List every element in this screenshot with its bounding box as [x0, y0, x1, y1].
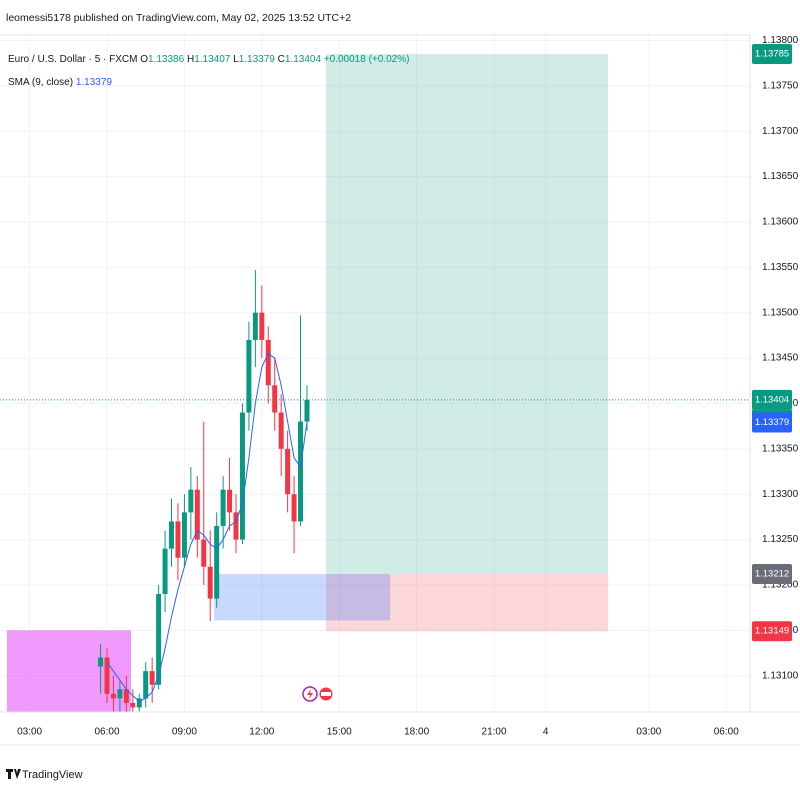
icon	[307, 689, 313, 699]
candle-body	[123, 689, 129, 703]
price-label-bg	[752, 412, 792, 433]
ohlc-value: 1.13379	[239, 54, 276, 65]
y-tick-label: 1.13550	[762, 262, 799, 273]
y-tick-label: 1.13350	[762, 443, 799, 454]
indicator-value: 1.13379	[76, 77, 113, 88]
candle-body	[149, 671, 155, 685]
candle-body	[188, 489, 194, 513]
zone	[214, 574, 391, 621]
header: leomessi5178 published on TradingView.co…	[6, 12, 351, 24]
price-label-bg	[752, 389, 792, 410]
candle-body	[239, 412, 245, 540]
candle-body	[298, 421, 304, 522]
footer: TradingView	[22, 769, 83, 781]
symbol: Euro / U.S. Dollar · 5 · FXCM	[8, 54, 137, 65]
y-tick-label: 1.13250	[762, 534, 799, 545]
price-label-bg	[752, 564, 792, 585]
y-tick-label: 1.13200	[762, 580, 799, 591]
candle-body	[272, 385, 278, 413]
ohlc-label: O	[140, 54, 148, 65]
ohlc-label: H	[187, 54, 194, 65]
plot-area	[0, 35, 750, 712]
candle-body	[246, 339, 252, 413]
candle-body	[143, 671, 149, 699]
candle-body	[220, 489, 226, 526]
price-label: 1.13404	[755, 394, 789, 405]
x-tick-label: 15:00	[327, 727, 352, 738]
y-tick-label: 1.13800	[762, 35, 799, 46]
legend: Euro / U.S. Dollar · 5 · FXCM O1.13386 H…	[8, 54, 409, 65]
x-tick-label: 03:00	[17, 727, 42, 738]
x-tick-label: 06:00	[714, 727, 739, 738]
zone	[326, 574, 609, 632]
candle-body	[194, 489, 200, 540]
price-label: 1.13212	[755, 569, 789, 580]
x-tick-label: 12:00	[249, 727, 274, 738]
y-tick-label: 1.13450	[762, 353, 799, 364]
x-tick-label: 18:00	[404, 727, 429, 738]
x-tick-label: 03:00	[636, 727, 661, 738]
price-label: 1.13785	[755, 49, 789, 60]
ohlc-value: 1.13404	[285, 54, 322, 65]
logo: TradingView	[6, 769, 83, 781]
candle-body	[265, 339, 271, 386]
change: +0.00018 (+0.02%)	[324, 54, 410, 65]
candle-body	[110, 693, 116, 699]
x-tick-label: 21:00	[482, 727, 507, 738]
ohlc-label: L	[233, 54, 239, 65]
ohlc-value: 1.13386	[148, 54, 185, 65]
price-label: 1.13149	[755, 626, 789, 637]
candle-body	[291, 494, 297, 522]
y-tick-label: 1.13650	[762, 171, 799, 182]
candle-body	[214, 525, 220, 599]
candle-body	[104, 657, 110, 694]
event-icons	[302, 686, 334, 702]
candle-body	[175, 521, 181, 558]
price-label-bg	[752, 44, 792, 65]
ohlc-label: C	[278, 54, 285, 65]
icon	[321, 692, 331, 696]
candle-body	[98, 657, 104, 667]
indicator-legend: SMA (9, close) 1.13379	[8, 77, 112, 88]
candle-body	[201, 539, 207, 567]
candle-body	[130, 702, 136, 708]
candle-body	[156, 594, 162, 685]
candle-body	[233, 512, 239, 540]
ohlc-value: 1.13407	[194, 54, 231, 65]
logo-mark	[6, 769, 21, 779]
candle-body	[304, 399, 310, 422]
candle-body	[181, 512, 187, 558]
candle-body	[136, 698, 142, 708]
candle-body	[162, 548, 168, 595]
candle-body	[117, 689, 123, 699]
candle-body	[207, 566, 213, 599]
y-tick-label: 1.13700	[762, 126, 799, 137]
sma-line	[106, 352, 308, 702]
candle-body	[285, 448, 291, 495]
y-tick-label: 1.13600	[762, 217, 799, 228]
candle-body	[259, 312, 265, 340]
x-tick-label: 06:00	[94, 727, 119, 738]
candle-body	[278, 412, 284, 449]
price-label-bg	[752, 621, 792, 642]
y-tick-label: 1.13300	[762, 489, 799, 500]
y-tick-label: 1.13750	[762, 80, 799, 91]
price-label: 1.13379	[755, 417, 789, 428]
x-tick-label: 09:00	[172, 727, 197, 738]
zone	[6, 630, 131, 712]
y-tick-label: 1.13100	[762, 670, 799, 681]
candle-body	[252, 312, 258, 340]
candle-body	[169, 521, 175, 549]
y-tick-label: 1.13500	[762, 307, 799, 318]
indicator-name: SMA (9, close)	[8, 77, 73, 88]
candle-body	[227, 489, 233, 513]
zone	[326, 54, 609, 575]
x-tick-label: 4	[543, 727, 549, 738]
